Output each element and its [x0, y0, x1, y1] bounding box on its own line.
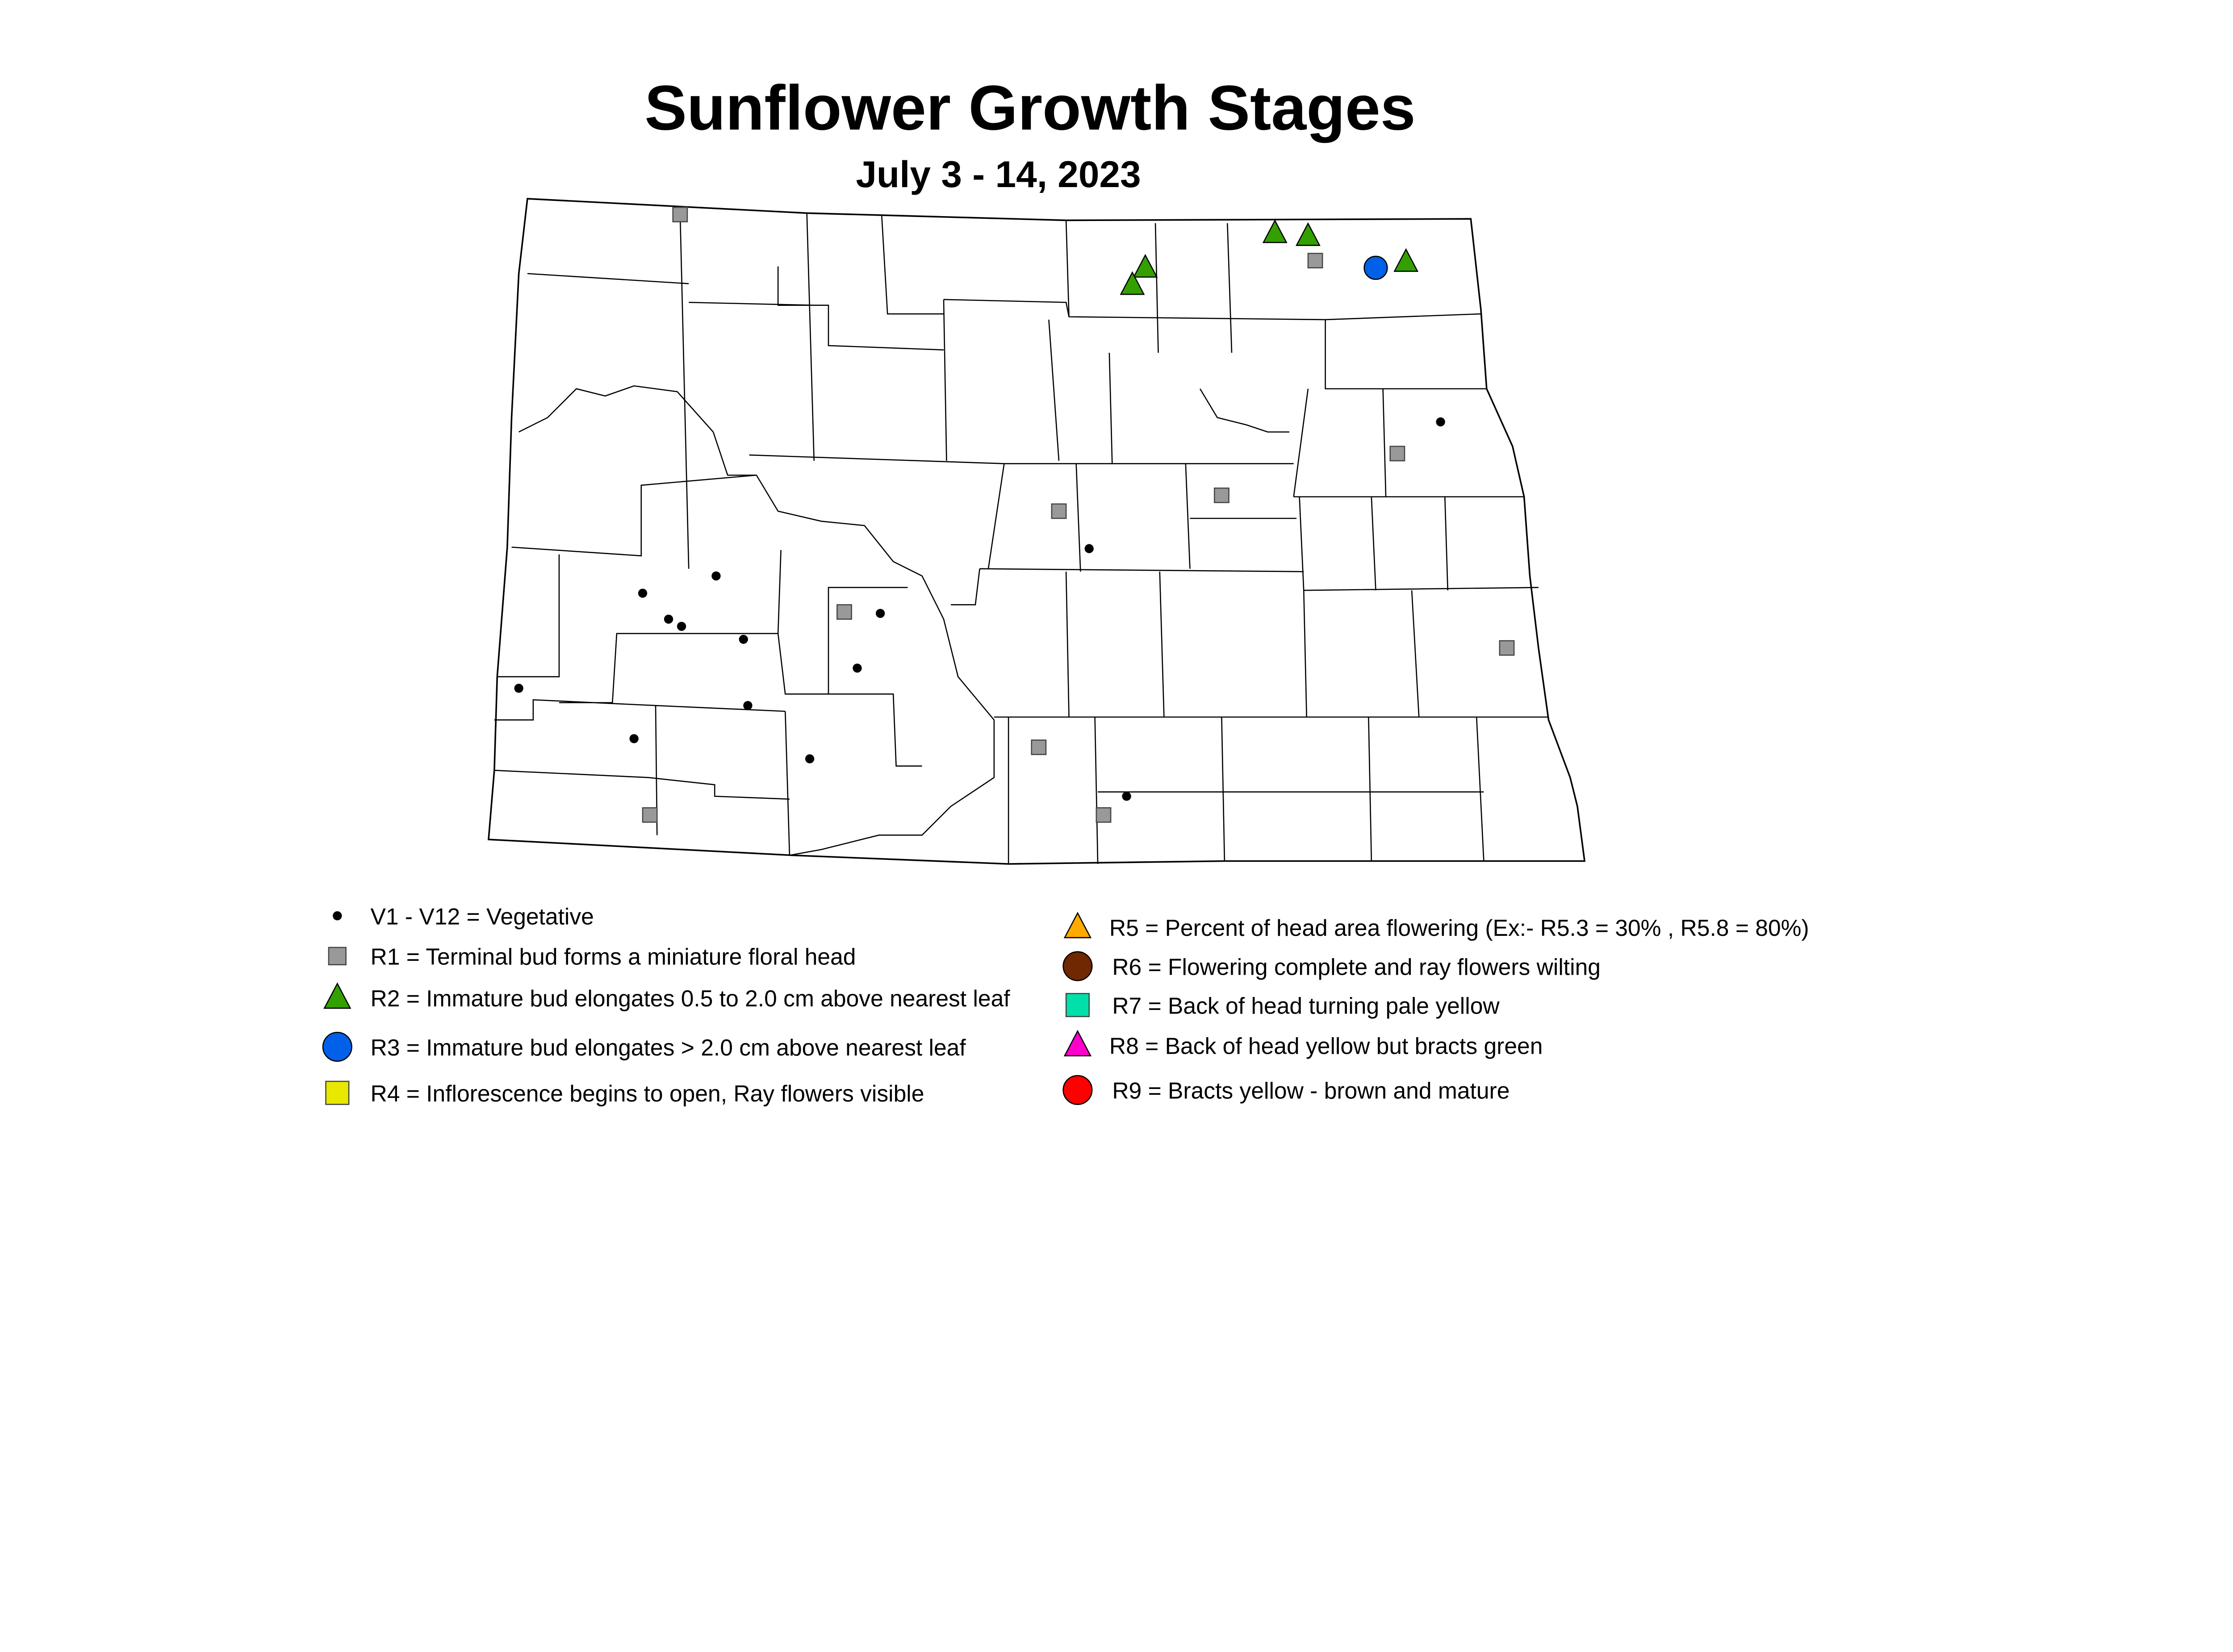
legend-symbol-square-icon [328, 947, 347, 965]
legend-symbol-circle-icon [1062, 951, 1093, 981]
legend-item-r9: R9 = Bracts yellow - brown and mature [1062, 1075, 1510, 1105]
legend-symbol-circle-icon [322, 1031, 352, 1062]
map-title: Sunflower Growth Stages [644, 73, 1415, 143]
legend-item-r8: R8 = Back of head yellow but bracts gree… [1063, 1030, 1543, 1059]
legend-item-v: V1 - V12 = Vegetative [333, 903, 594, 929]
marker-r1 [1499, 640, 1515, 656]
legend-label: R6 = Flowering complete and ray flowers … [1112, 954, 1601, 980]
legend-symbol-triangle-icon [1063, 1030, 1092, 1056]
legend-label: R5 = Percent of head area flowering (Ex:… [1109, 915, 1809, 941]
marker-v [1436, 417, 1445, 427]
legend-symbol-square-icon [325, 1080, 350, 1105]
marker-r1 [836, 604, 852, 620]
marker-v [739, 634, 748, 644]
marker-v [853, 663, 862, 673]
marker-r1 [1031, 739, 1047, 755]
marker-r1 [642, 807, 658, 823]
legend-label: R9 = Bracts yellow - brown and mature [1112, 1078, 1510, 1104]
legend-item-r4: R4 = Inflorescence begins to open, Ray f… [325, 1080, 924, 1106]
marker-r1 [672, 207, 688, 222]
marker-v [629, 734, 639, 743]
map-subtitle: July 3 - 14, 2023 [856, 153, 1141, 195]
marker-v [677, 622, 686, 631]
legend-symbol-triangle-icon [323, 982, 351, 1009]
marker-v [514, 684, 523, 693]
legend-label: R1 = Terminal bud forms a miniature flor… [370, 944, 856, 970]
legend-symbol-triangle-icon [1063, 912, 1092, 939]
marker-r1 [1307, 253, 1323, 269]
marker-r2 [1295, 222, 1321, 246]
marker-r2 [1262, 219, 1288, 243]
marker-v [743, 701, 753, 710]
legend-symbol-dot-icon [333, 911, 342, 921]
legend-item-r1: R1 = Terminal bud forms a miniature flor… [328, 944, 856, 970]
legend-label: R8 = Back of head yellow but bracts gree… [1109, 1033, 1543, 1059]
legend-label: R4 = Inflorescence begins to open, Ray f… [370, 1080, 924, 1106]
observation-markers [514, 207, 1515, 823]
legend-item-r3: R3 = Immature bud elongates > 2.0 cm abo… [322, 1031, 966, 1062]
marker-r1 [1096, 807, 1112, 823]
legend-item-r5: R5 = Percent of head area flowering (Ex:… [1063, 912, 1809, 941]
marker-v [875, 609, 885, 618]
marker-r1 [1389, 446, 1405, 462]
legend-label: R2 = Immature bud elongates 0.5 to 2.0 c… [370, 985, 1010, 1011]
marker-r1 [1214, 487, 1229, 503]
marker-v [1122, 792, 1131, 801]
marker-v [638, 588, 648, 598]
legend-symbol-square-icon [1065, 993, 1090, 1018]
marker-v [711, 571, 721, 581]
legend-symbol-circle-icon [1062, 1075, 1093, 1105]
north-dakota-map [488, 198, 1586, 865]
marker-v [1084, 544, 1094, 553]
legend-label: R7 = Back of head turning pale yellow [1112, 993, 1500, 1018]
marker-v [664, 614, 673, 624]
marker-r2 [1133, 254, 1158, 278]
marker-r1 [1051, 503, 1067, 519]
marker-r2 [1120, 271, 1145, 295]
legend: V1 - V12 = Vegetative R1 = Terminal bud f… [322, 903, 1809, 1106]
marker-v [805, 754, 815, 763]
growth-stage-map: Sunflower Growth Stages July 3 - 14, 202… [322, 73, 1809, 1106]
legend-item-r2: R2 = Immature bud elongates 0.5 to 2.0 c… [323, 982, 1010, 1011]
legend-label: R3 = Immature bud elongates > 2.0 cm abo… [370, 1035, 966, 1060]
county-lines [494, 213, 1549, 864]
legend-item-r6: R6 = Flowering complete and ray flowers … [1062, 951, 1601, 981]
state-outline [488, 198, 1586, 865]
legend-label: V1 - V12 = Vegetative [370, 903, 594, 929]
marker-r2 [1393, 248, 1419, 272]
marker-r3 [1363, 255, 1388, 280]
legend-item-r7: R7 = Back of head turning pale yellow [1065, 993, 1500, 1018]
